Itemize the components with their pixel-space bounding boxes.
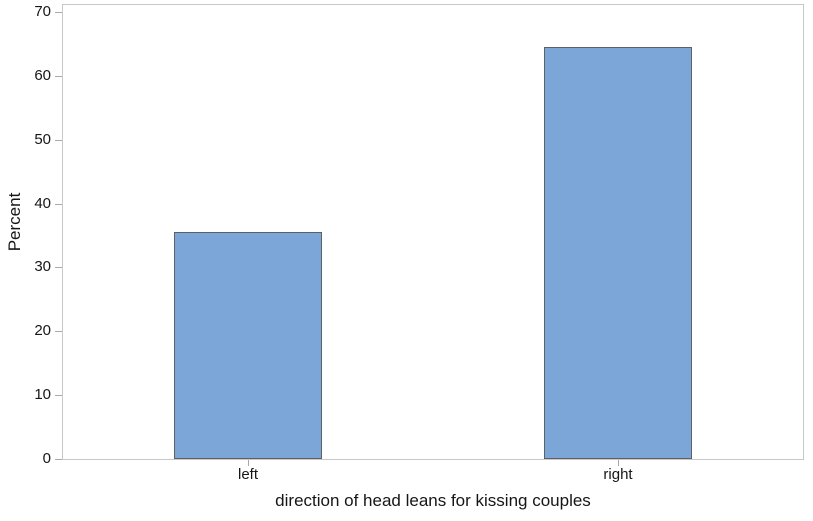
y-tick-label: 30	[34, 258, 51, 275]
y-tick-label: 20	[34, 322, 51, 339]
y-tick-mark	[55, 140, 62, 141]
x-tick-mark	[618, 460, 619, 466]
y-tick-label: 60	[34, 67, 51, 84]
x-tick-mark	[248, 460, 249, 466]
y-tick-label: 70	[34, 3, 51, 20]
y-tick-mark	[55, 12, 62, 13]
bar-left	[174, 232, 322, 459]
y-tick-mark	[55, 267, 62, 268]
bar-right	[544, 47, 692, 459]
y-tick-mark	[55, 76, 62, 77]
x-tick-label: left	[237, 466, 258, 483]
y-tick-mark	[55, 459, 62, 460]
x-tick-label: right	[603, 466, 633, 483]
y-tick-label: 10	[34, 386, 51, 403]
y-tick-mark	[55, 204, 62, 205]
y-tick-label: 50	[34, 131, 51, 148]
y-tick-mark	[55, 395, 62, 396]
y-tick-label: 0	[42, 450, 51, 467]
y-tick-label: 40	[34, 195, 51, 212]
y-tick-mark	[55, 331, 62, 332]
y-axis-title: Percent	[5, 192, 24, 252]
x-axis-title: direction of head leans for kissing coup…	[275, 491, 591, 510]
